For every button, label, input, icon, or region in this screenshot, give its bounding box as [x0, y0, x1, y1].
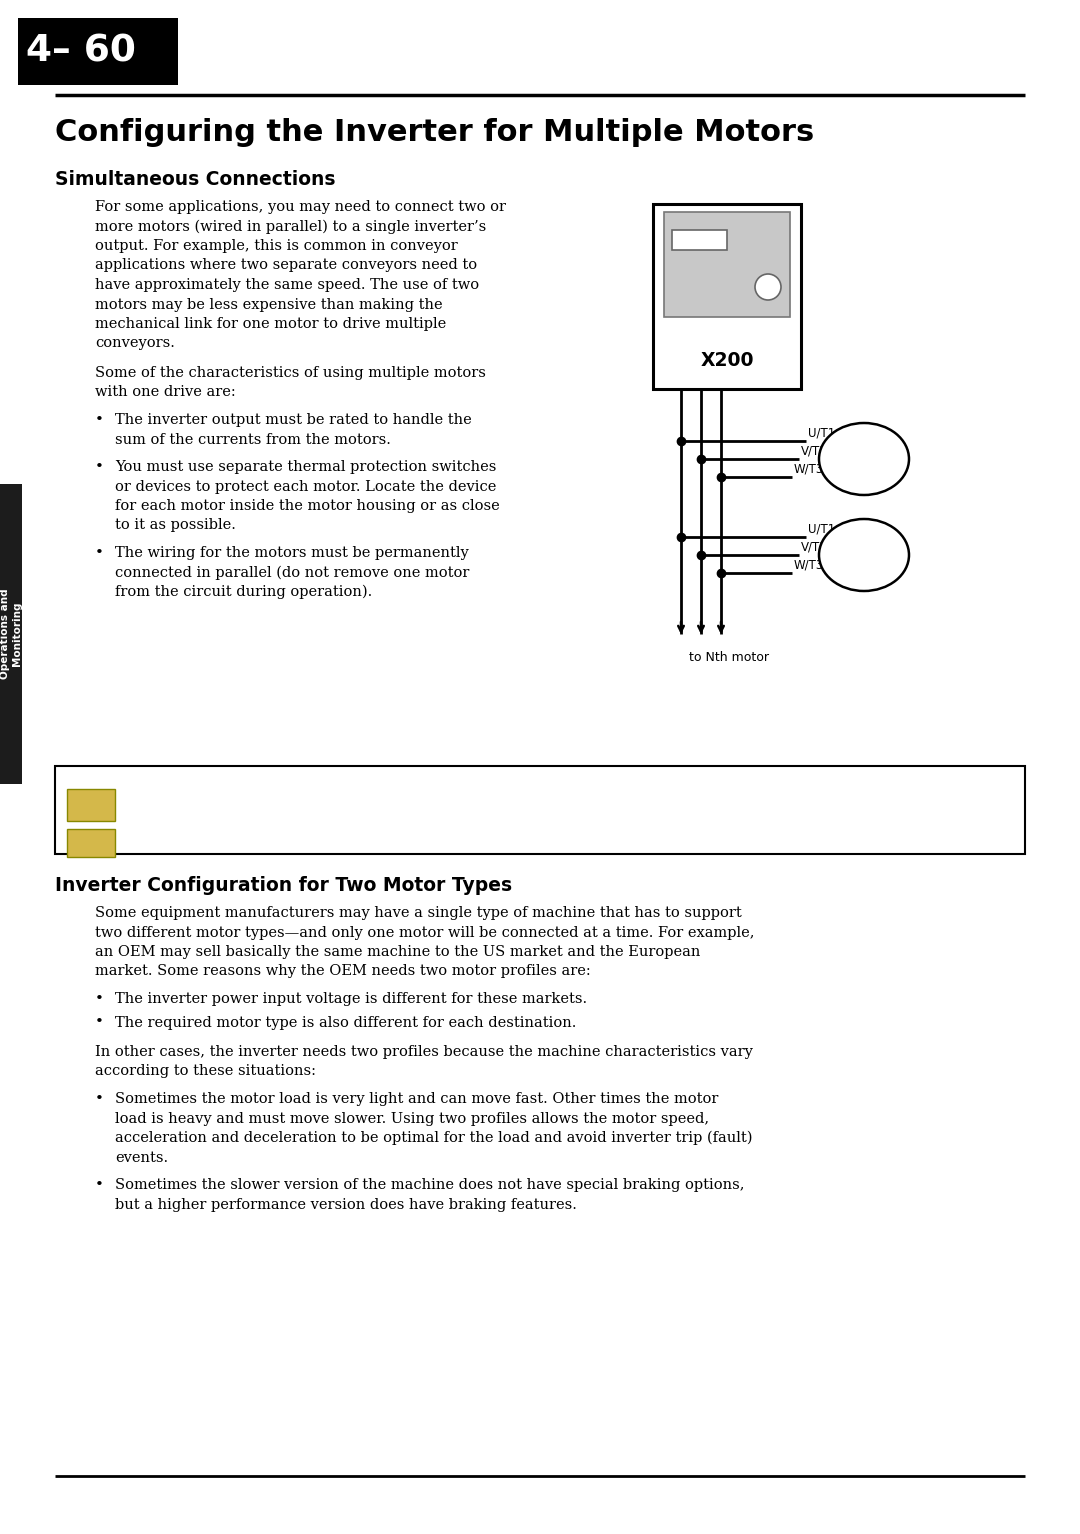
Text: NOTE:: NOTE: [127, 776, 178, 790]
Text: You must use separate thermal protection switches: You must use separate thermal protection… [114, 460, 497, 474]
Text: •: • [95, 460, 104, 474]
Text: U/T1: U/T1 [808, 523, 835, 535]
Bar [55, 765, 1025, 854]
Text: for each motor inside the motor housing or as close: for each motor inside the motor housing … [114, 499, 500, 512]
Text: have approximately the same speed. The use of two: have approximately the same speed. The u… [95, 278, 480, 291]
Text: connected in parallel (do not remove one motor: connected in parallel (do not remove one… [114, 566, 470, 580]
Text: market. Some reasons why the OEM needs two motor profiles are:: market. Some reasons why the OEM needs t… [95, 965, 591, 979]
Text: in their loads will cause one motor to slip a little more than another, even if : in their loads will cause one motor to s… [127, 796, 752, 810]
Text: W/T3: W/T3 [794, 558, 824, 572]
Text: to it as possible.: to it as possible. [114, 518, 235, 532]
Ellipse shape [819, 423, 909, 495]
Text: maintain a fixed position reference between its axes.: maintain a fixed position reference betw… [127, 834, 508, 848]
Text: Configuring the Inverter for Multiple Motors: Configuring the Inverter for Multiple Mo… [55, 118, 814, 147]
Text: X200: X200 [700, 351, 754, 371]
Text: •: • [95, 546, 104, 560]
Text: events.: events. [114, 1150, 168, 1164]
Text: an OEM may sell basically the same machine to the US market and the European: an OEM may sell basically the same machi… [95, 945, 700, 959]
Text: U/T1: U/T1 [808, 426, 835, 440]
Text: •: • [95, 1178, 104, 1192]
Text: The required motor type is also different for each destination.: The required motor type is also differen… [114, 1016, 577, 1029]
Text: •: • [95, 992, 104, 1006]
Text: or devices to protect each motor. Locate the device: or devices to protect each motor. Locate… [114, 480, 497, 494]
Text: The wiring for the motors must be permanently: The wiring for the motors must be perman… [114, 546, 469, 560]
Bar [0, 485, 22, 784]
Text: to Nth motor: to Nth motor [689, 650, 769, 664]
Text: The inverter output must be rated to handle the: The inverter output must be rated to han… [114, 413, 472, 426]
Text: Motor 2: Motor 2 [838, 549, 890, 561]
Bar [664, 212, 789, 318]
Text: •: • [95, 1092, 104, 1106]
Bar [672, 230, 727, 250]
Bar [653, 204, 801, 390]
Bar [67, 828, 114, 858]
Text: conveyors.: conveyors. [95, 336, 175, 350]
Text: load is heavy and must move slower. Using two profiles allows the motor speed,: load is heavy and must move slower. Usin… [114, 1112, 710, 1126]
Text: more motors (wired in parallel) to a single inverter’s: more motors (wired in parallel) to a sin… [95, 219, 486, 233]
Text: output. For example, this is common in conveyor: output. For example, this is common in c… [95, 239, 458, 253]
Text: •: • [95, 413, 104, 426]
Text: The inverter power input voltage is different for these markets.: The inverter power input voltage is diff… [114, 992, 588, 1006]
Text: Inverter Configuration for Two Motor Types: Inverter Configuration for Two Motor Typ… [55, 876, 512, 894]
Text: Operations and
Monitoring: Operations and Monitoring [0, 589, 22, 680]
Text: are identical. Therefore, do not use this technique for multi-axis machinery tha: are identical. Therefore, do not use thi… [127, 815, 741, 828]
Bar [67, 788, 114, 821]
Text: but a higher performance version does have braking features.: but a higher performance version does ha… [114, 1198, 577, 1212]
Text: The motor speeds are identical only in theory. That is because slight difference: The motor speeds are identical only in t… [175, 776, 755, 790]
Text: Sometimes the slower version of the machine does not have special braking option: Sometimes the slower version of the mach… [114, 1178, 744, 1192]
Text: Some equipment manufacturers may have a single type of machine that has to suppo: Some equipment manufacturers may have a … [95, 907, 742, 920]
Text: two different motor types—and only one motor will be connected at a time. For ex: two different motor types—and only one m… [95, 925, 755, 939]
Text: V/T2: V/T2 [801, 542, 827, 554]
Text: W/T3: W/T3 [794, 463, 824, 476]
Text: Sometimes the motor load is very light and can move fast. Other times the motor: Sometimes the motor load is very light a… [114, 1092, 718, 1106]
Text: from the circuit during operation).: from the circuit during operation). [114, 584, 373, 600]
Text: Some of the characteristics of using multiple motors: Some of the characteristics of using mul… [95, 367, 486, 380]
Text: motors may be less expensive than making the: motors may be less expensive than making… [95, 298, 443, 311]
Text: sum of the currents from the motors.: sum of the currents from the motors. [114, 433, 391, 446]
Text: with one drive are:: with one drive are: [95, 385, 235, 399]
Text: Motor 1: Motor 1 [838, 453, 890, 465]
Text: For some applications, you may need to connect two or: For some applications, you may need to c… [95, 199, 507, 215]
Bar [18, 18, 178, 84]
Text: In other cases, the inverter needs two profiles because the machine characterist: In other cases, the inverter needs two p… [95, 1045, 753, 1058]
Text: acceleration and deceleration to be optimal for the load and avoid inverter trip: acceleration and deceleration to be opti… [114, 1131, 753, 1146]
Text: applications where two separate conveyors need to: applications where two separate conveyor… [95, 259, 477, 273]
Circle shape [755, 275, 781, 301]
Text: Simultaneous Connections: Simultaneous Connections [55, 170, 336, 189]
Text: according to these situations:: according to these situations: [95, 1065, 316, 1078]
Text: 4– 60: 4– 60 [26, 34, 136, 69]
Text: V/T2: V/T2 [801, 445, 827, 459]
Ellipse shape [819, 518, 909, 591]
Text: •: • [95, 1016, 104, 1029]
Text: mechanical link for one motor to drive multiple: mechanical link for one motor to drive m… [95, 318, 446, 331]
